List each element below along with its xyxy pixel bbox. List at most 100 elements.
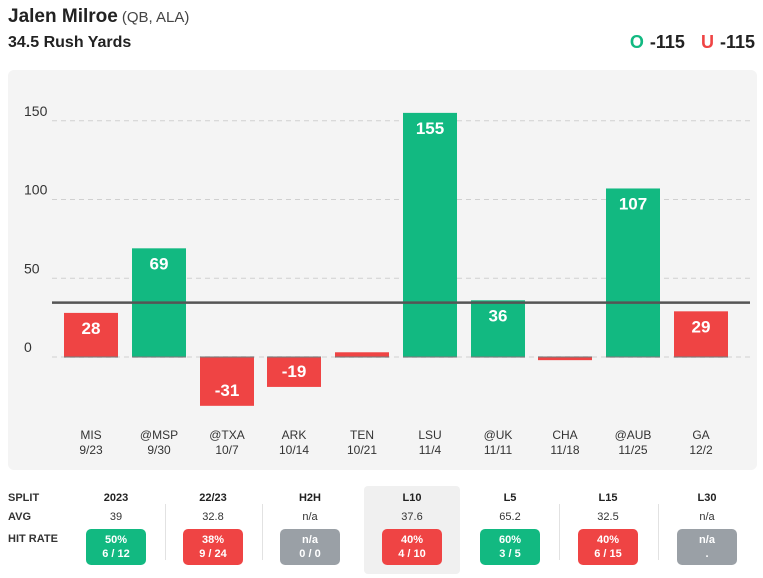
bar-value-label: 29 [692,317,711,336]
player-name: Jalen Milroe (QB, ALA) [8,6,189,28]
x-tick-date: 10/14 [279,443,309,457]
bar-aub [606,188,660,357]
bar-baseline [267,356,321,358]
hit-rate-record: 0 / 0 [299,548,321,560]
row-label-hit-rate: HIT RATE [8,533,58,545]
hit-rate-record: 9 / 24 [199,548,227,560]
split-column-l30[interactable]: L30 n/a n/a. [659,486,755,574]
x-tick-opponent: ARK [282,428,307,442]
x-tick-date: 11/4 [419,443,442,457]
bar-baseline [606,356,660,358]
over-letter: O [629,32,644,52]
under-odds-button[interactable]: U -115 [701,32,755,53]
x-tick-opponent: MIS [80,428,101,442]
x-tick-opponent: LSU [418,428,441,442]
player-name-text: Jalen Milroe [8,6,118,27]
odds-group: O -115 U -115 [630,32,755,53]
hit-rate-pct: 38% [201,534,225,546]
bar-baseline [674,356,728,358]
bar-baseline [403,356,457,358]
x-tick-opponent: @UK [484,428,513,442]
hit-rate-badge: 60% 3 / 5 [480,529,540,565]
hit-rate-record: 3 / 5 [499,548,521,560]
x-tick-date: 11/18 [550,443,579,457]
split-avg: 37.6 [401,511,423,523]
hit-rate-record: 6 / 12 [102,548,130,560]
split-name: L10 [402,492,422,504]
hit-rate-badge: 40% 6 / 15 [578,529,638,565]
bar-value-label: 36 [489,306,508,325]
split-name: L15 [598,492,618,504]
x-tick-date: 10/7 [215,443,239,457]
bar-ark [267,357,321,387]
bar-baseline [64,356,118,358]
hit-rate-badge: n/a 0 / 0 [280,529,340,565]
split-name: L30 [697,492,717,504]
hit-rate-pct: n/a [699,534,715,546]
under-odds-value: -115 [719,32,755,52]
split-avg: n/a [699,511,715,523]
bar-lsu [403,112,457,357]
split-avg: 39 [109,511,123,523]
split-column-h2h[interactable]: H2H n/a n/a 0 / 0 [262,486,358,574]
split-separator [261,504,263,560]
hit-rate-record: 6 / 15 [594,548,622,560]
split-avg: n/a [302,511,318,523]
x-tick-opponent: @AUB [615,428,652,442]
x-tick-date: 11/25 [618,443,647,457]
under-letter: U [700,32,714,52]
prop-line: 34.5 Rush Yards [8,34,132,51]
split-avg: 32.8 [202,511,224,523]
x-tick-opponent: @TXA [209,428,245,442]
bar-value-label: 155 [416,119,444,138]
header: Jalen Milroe (QB, ALA) 34.5 Rush Yards O … [8,4,755,64]
y-tick-label: 50 [24,260,40,276]
x-tick-date: 9/30 [147,443,171,457]
y-tick-label: 150 [24,103,48,119]
x-tick-opponent: CHA [552,428,577,442]
bar-value-label: 28 [82,319,101,338]
hit-rate-badge: 40% 4 / 10 [382,529,442,565]
row-label-avg: AVG [8,511,32,523]
bar-baseline [132,356,186,358]
x-tick-opponent: @MSP [140,428,178,442]
split-separator [559,504,560,560]
x-tick-date: 11/11 [484,443,513,457]
x-tick-date: 10/21 [347,443,377,457]
game-log-chart: 0 50 100 150 28 MIS 9/23 69 @MSP 9/30 -31 @TXA 10/7 -… [8,70,757,470]
over-odds-button[interactable]: O -115 [630,32,685,53]
bar-ten [335,352,389,357]
split-name: L5 [503,492,517,504]
hit-rate-pct: 40% [596,534,620,546]
bar-value-label: 107 [619,194,647,213]
split-column-l10[interactable]: L10 37.6 40% 4 / 10 [364,486,460,574]
bar-uk [471,300,525,357]
split-column-l5[interactable]: L5 65.2 60% 3 / 5 [462,486,558,574]
x-tick-opponent: TEN [350,428,374,442]
split-column-22-23[interactable]: 22/23 32.8 38% 9 / 24 [165,486,261,574]
player-meta: (QB, ALA) [121,9,190,26]
split-separator [164,504,166,560]
over-odds-value: -115 [649,32,685,52]
y-tick-label: 100 [24,182,48,198]
hit-rate-record: . [705,548,709,560]
row-label-split: SPLIT [8,492,40,504]
split-column-2023[interactable]: 2023 39 50% 6 / 12 [68,486,164,574]
split-name: 2023 [103,492,129,504]
hit-rate-pct: 40% [400,534,424,546]
split-column-l15[interactable]: L15 32.5 40% 6 / 15 [560,486,656,574]
split-name: H2H [298,492,321,504]
x-tick-date: 12/2 [689,443,713,457]
bar-value-label: -19 [282,362,307,381]
y-tick-label: 0 [24,339,32,355]
split-avg: 32.5 [597,511,619,523]
hit-rate-pct: 50% [104,534,128,546]
bar-value-label: -31 [215,381,240,400]
bar-txa [200,357,254,406]
bar-cha [538,357,592,361]
hit-rate-record: 4 / 10 [398,548,426,560]
hit-rate-pct: 60% [498,534,522,546]
bar-value-label: 69 [150,254,169,273]
split-separator [657,504,659,560]
